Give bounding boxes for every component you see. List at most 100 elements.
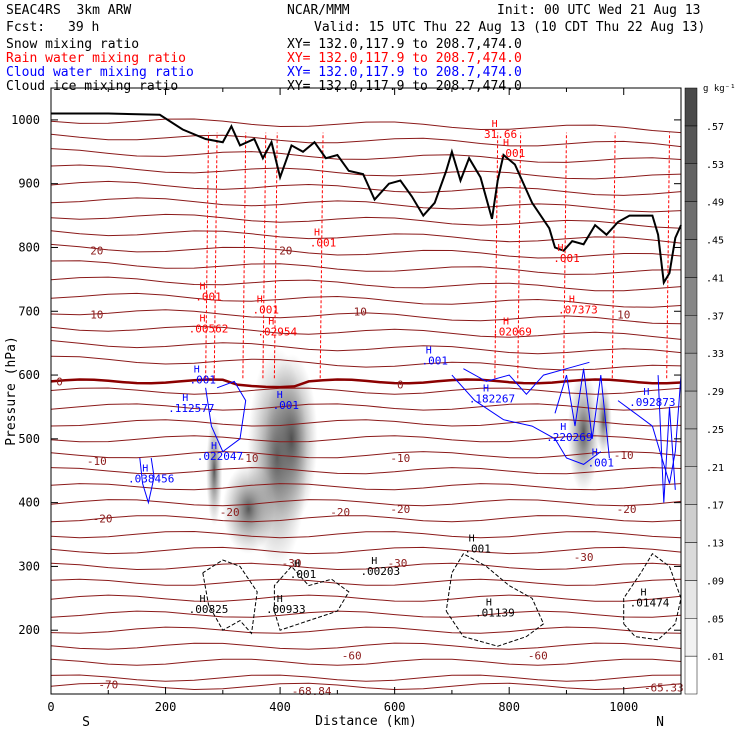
x-tick-label: 0 (47, 700, 54, 714)
isotherm-line (50, 610, 682, 618)
south-label: S (82, 715, 90, 730)
isotherm-label: -65.33 (644, 682, 684, 695)
x-tick-label: 200 (155, 700, 177, 714)
rain-contour (517, 132, 522, 379)
isotherm-label: -68.84 (292, 685, 332, 698)
rain-contour (273, 132, 278, 379)
isotherm-line (50, 213, 682, 229)
colorbar-label: .25 (706, 425, 724, 436)
cloud-water-max-h: H (560, 422, 566, 433)
rain-max-value: .001 (253, 303, 280, 316)
snow-max-h: H (486, 597, 492, 608)
rain-max-value: .00562 (189, 322, 229, 335)
colorbar-swatch (684, 390, 698, 430)
colorbar-label: .57 (706, 122, 724, 133)
cloud-water-contour (139, 457, 155, 505)
isotherm-label: 10 (354, 305, 367, 318)
condensate-shade-blob (265, 353, 318, 524)
rain-contour (666, 132, 671, 379)
isotherm-label: -20 (617, 503, 637, 516)
isotherm-label: -20 (93, 513, 113, 526)
init-time: Init: 00 UTC Wed 21 Aug 13 (497, 3, 701, 18)
plot-frame (50, 87, 682, 695)
x-tick-label: 1000 (609, 700, 638, 714)
rain-contour (213, 132, 218, 379)
colorbar-label: .13 (706, 539, 724, 550)
isotherm-line (50, 483, 682, 491)
rain-max-h: H (503, 317, 509, 328)
isotherm-line (50, 451, 682, 459)
snow-max-value: .01474 (630, 597, 670, 610)
snow-max-value: .001 (464, 542, 491, 555)
isotherm-label: -20 (330, 506, 350, 519)
colorbar: .01 .05 .09 .13 .17 .21 .25 .29 .33 .37 .41 .45 .49.… (684, 84, 736, 695)
isotherm-label: 20 (279, 245, 292, 258)
isotherm-line (50, 499, 682, 507)
isotherm-line (50, 148, 682, 163)
model-label: SEAC4RS 3km ARW (6, 3, 132, 18)
snow-contour (273, 565, 350, 631)
x-tick-label: 800 (498, 700, 520, 714)
y-tick-label: 800 (18, 240, 40, 254)
cloud-water-max-value: .001 (421, 354, 448, 367)
rain-max-h: H (503, 138, 509, 149)
colorbar-swatch (684, 466, 698, 505)
cloud-water-max-value: .038456 (128, 472, 174, 485)
colorbar-swatch (684, 580, 698, 619)
cloud-water-max-h: H (426, 345, 432, 356)
isotherm-label: -20 (220, 506, 240, 519)
isotherm-line (50, 260, 682, 275)
isotherm-line (50, 355, 682, 371)
snow-max-h: H (469, 533, 475, 544)
isotherm-label: -10 (614, 449, 634, 462)
colorbar-swatch (684, 87, 698, 127)
axes: 0 200 400 600 800 100010009008007006005004003… (4, 88, 681, 730)
isotherm-label: -10 (390, 452, 410, 465)
isotherm-line (50, 578, 682, 586)
colorbar-label: .17 (706, 501, 724, 512)
rain-max-h: H (569, 294, 575, 305)
isotherm-line (50, 682, 682, 691)
cloud-water-max-value: .220269 (546, 431, 592, 444)
cloud-water-contour (554, 368, 610, 459)
isotherm-line (50, 642, 682, 650)
cloud-water-max-value: .112577 (168, 402, 214, 415)
isotherm-label: -10 (87, 455, 107, 468)
isotherm-line (50, 387, 682, 395)
rain-max-h: H (199, 313, 205, 324)
snow-max-h: H (294, 559, 300, 570)
field-xy-snow: XY= 132.0,117.9 to 208.7,474.0 (287, 37, 522, 52)
fcst-value: 39 h (68, 20, 100, 35)
rain-contour (494, 132, 499, 379)
isotherm-line (50, 230, 682, 244)
rain-max-h: H (268, 317, 274, 328)
rain-max-h: H (314, 227, 320, 238)
rain-contour (611, 132, 616, 379)
y-tick-label: 400 (18, 496, 40, 510)
colorbar-label: .53 (706, 160, 724, 171)
colorbar-swatch (684, 315, 698, 354)
rain-max-value: .001 (499, 147, 526, 160)
y-tick-label: 200 (18, 623, 40, 637)
snow-max-value: .00933 (266, 603, 306, 616)
colorbar-label: .45 (706, 236, 724, 247)
isotherm-line (50, 546, 682, 555)
snow-contour (623, 552, 682, 641)
cloud-water-max-h: H (142, 463, 148, 474)
isotherm-line (50, 562, 682, 571)
rain-contour (242, 132, 247, 379)
colorbar-swatch (684, 542, 698, 581)
cloud-water-max-value: .001 (190, 373, 217, 386)
isotherm-line (50, 403, 682, 411)
colorbar-swatch (684, 239, 698, 278)
colorbar-label: .33 (706, 349, 724, 360)
snow-contour (445, 553, 545, 647)
snow-max-h: H (640, 588, 646, 599)
colorbar-label: .49 (706, 198, 724, 209)
isotherm-label: 0 (56, 375, 63, 388)
y-tick-label: 900 (18, 177, 40, 191)
isotherm-line (50, 325, 682, 340)
cloud-water-max-h: H (182, 393, 188, 404)
snow-max-h: H (277, 594, 283, 605)
